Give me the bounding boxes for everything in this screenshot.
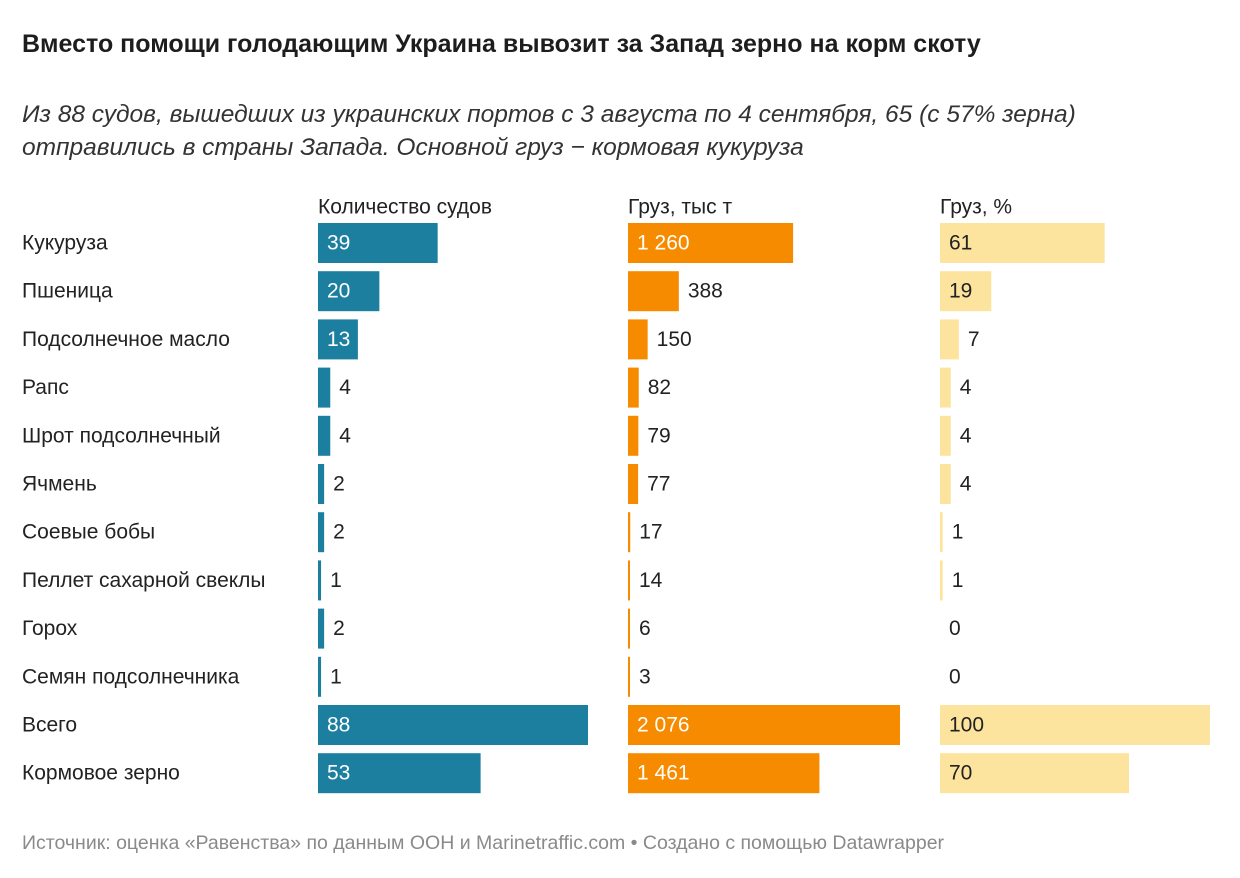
bar [628, 464, 639, 504]
bar [318, 415, 331, 456]
category-label: Кукуруза [22, 232, 108, 255]
category-label: Подсолнечное масло [22, 328, 230, 351]
data-label: 19 [949, 280, 972, 303]
bar [940, 705, 1210, 745]
data-label: 1 [330, 665, 342, 688]
bar [628, 656, 630, 697]
data-label: 13 [327, 328, 350, 351]
data-label: 1 461 [637, 762, 690, 785]
bar [628, 319, 648, 360]
data-label: 17 [639, 521, 662, 544]
category-label: Соевые бобы [22, 521, 155, 544]
category-label: Пшеница [22, 280, 113, 303]
data-label: 4 [960, 473, 972, 496]
data-label: 20 [327, 280, 350, 303]
data-label: 1 260 [637, 232, 690, 255]
bar [318, 560, 322, 601]
data-label: 4 [960, 376, 972, 399]
bar [628, 705, 900, 745]
data-label: 0 [949, 617, 961, 640]
bar [940, 753, 1129, 794]
bar [318, 367, 331, 408]
bar [318, 656, 322, 697]
data-label: 2 [333, 617, 345, 640]
data-label: 79 [647, 424, 670, 447]
data-label: 2 [333, 521, 345, 544]
data-label: 2 [333, 473, 345, 496]
data-label: 70 [949, 762, 972, 785]
data-label: 4 [960, 424, 972, 447]
bar [318, 753, 481, 794]
source-notes: Источник: оценка «Равенства» по данным О… [22, 832, 945, 854]
bar [940, 319, 959, 360]
bar [318, 319, 358, 360]
data-label: 77 [647, 473, 670, 496]
bar [628, 415, 639, 456]
bar [940, 560, 943, 601]
data-label: 150 [657, 328, 692, 351]
data-label: 4 [339, 424, 351, 447]
bar [318, 705, 588, 745]
bar [628, 560, 630, 601]
category-label: Всего [22, 714, 77, 737]
column-header: Количество судов [318, 196, 492, 219]
bar [628, 223, 794, 263]
data-label: 82 [648, 376, 671, 399]
data-label: 1 [952, 521, 964, 544]
category-label: Ячмень [22, 473, 97, 496]
data-label: 7 [968, 328, 980, 351]
category-label: Шрот подсолнечный [22, 424, 221, 447]
data-label: 53 [327, 762, 350, 785]
data-label: 14 [639, 569, 663, 592]
bar [940, 512, 943, 553]
bar [628, 608, 630, 649]
bar [940, 223, 1105, 263]
bar [628, 271, 679, 312]
bar [318, 512, 325, 553]
chart-title: Вместо помощи голодающим Украина вывозит… [22, 30, 981, 58]
data-label: 6 [639, 617, 651, 640]
column-header: Груз, тыс т [628, 196, 732, 219]
chart-subtitle: Из 88 судов, вышедших из украинских порт… [22, 101, 1076, 161]
category-label: Рапс [22, 376, 69, 399]
data-label: 0 [949, 665, 961, 688]
bar [628, 367, 639, 408]
data-label: 1 [952, 569, 964, 592]
bar [940, 271, 992, 312]
category-label: Пеллет сахарной свеклы [22, 569, 266, 592]
data-label: 88 [327, 714, 350, 737]
data-label: 61 [949, 232, 972, 255]
bar [318, 271, 380, 312]
bar [628, 753, 820, 794]
data-label: 100 [949, 714, 984, 737]
data-label: 2 076 [637, 714, 690, 737]
data-label: 4 [339, 376, 351, 399]
bar [940, 367, 951, 408]
category-label: Кормовое зерно [22, 762, 180, 785]
column-header: Груз, % [940, 196, 1012, 219]
data-label: 1 [330, 569, 342, 592]
data-label: 388 [688, 280, 723, 303]
bar [318, 223, 438, 263]
bar [940, 415, 951, 456]
bar [318, 464, 325, 504]
bar [628, 512, 631, 553]
category-label: Горох [22, 617, 78, 640]
category-label: Семян подсолнечника [22, 665, 240, 688]
data-label: 3 [639, 665, 651, 688]
bar [318, 608, 325, 649]
bar [940, 464, 951, 504]
data-label: 39 [327, 232, 350, 255]
